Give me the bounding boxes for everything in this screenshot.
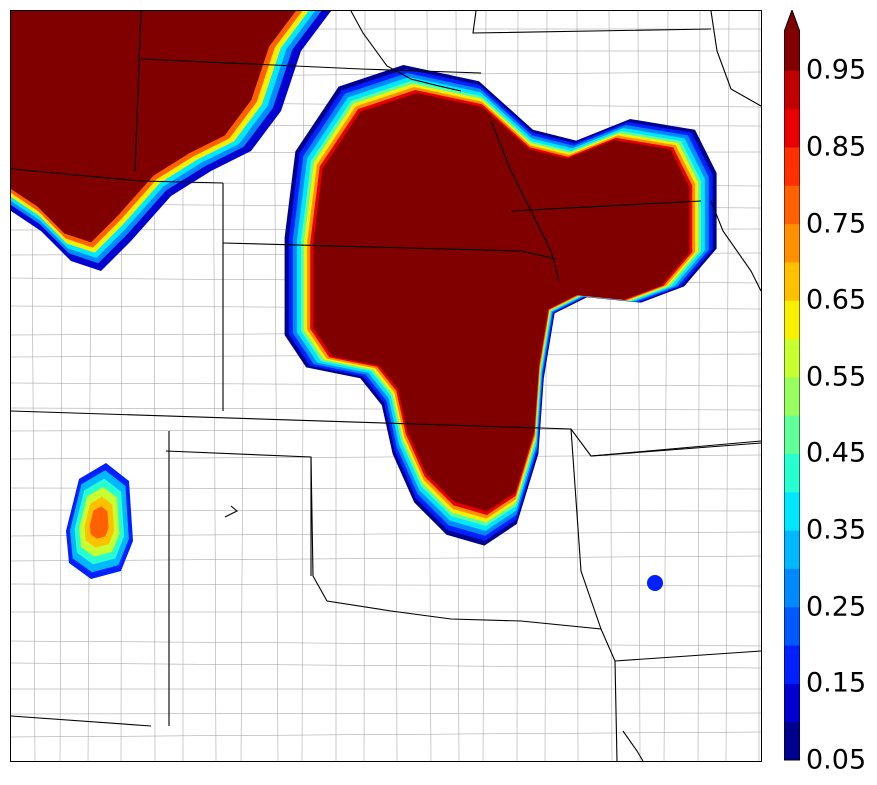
county-line xyxy=(576,11,579,761)
state-boundaries xyxy=(11,11,761,761)
colorbar-tick-label: 0.05 xyxy=(806,744,867,776)
colorbar-tick-label: 0.15 xyxy=(806,667,867,699)
county-line xyxy=(11,509,761,512)
map-canvas xyxy=(11,11,761,761)
contour-central xyxy=(313,93,690,512)
county-line xyxy=(11,640,761,647)
colorbar xyxy=(784,10,800,761)
county-line xyxy=(11,555,761,562)
colorbar-tick-label: 0.45 xyxy=(806,437,867,469)
colorbar-segment xyxy=(784,146,800,186)
contour-west xyxy=(89,506,109,539)
colorbar-tick-label: 0.25 xyxy=(806,591,867,623)
colorbar-tick-label: 0.85 xyxy=(806,131,867,163)
colorbar-segment xyxy=(784,185,800,225)
county-line xyxy=(301,11,305,761)
probability-map xyxy=(10,10,762,762)
colorbar-segment xyxy=(784,415,800,454)
colorbar-segment xyxy=(784,606,800,646)
county-line xyxy=(11,712,761,715)
colorbar-tick-label: 0.35 xyxy=(806,514,867,546)
colorbar-segment xyxy=(784,683,800,723)
colorbar-tick-label: 0.65 xyxy=(806,284,867,316)
county-line xyxy=(273,11,279,761)
colorbar-segment xyxy=(784,108,800,148)
colorbar-segment xyxy=(784,721,800,761)
colorbar-segment xyxy=(784,376,800,416)
county-line xyxy=(544,11,548,761)
colorbar-tick-label: 0.75 xyxy=(806,208,867,240)
contour-southeast-spot xyxy=(647,575,663,591)
contour-northwest xyxy=(11,11,296,243)
colorbar-tick-label: 0.55 xyxy=(806,361,867,393)
colorbar-segment xyxy=(784,261,800,301)
county-line xyxy=(11,454,761,460)
county-line xyxy=(11,487,761,490)
colorbar-segment xyxy=(784,223,800,263)
colorbar-segment xyxy=(784,491,800,531)
colorbar-segment xyxy=(784,300,800,340)
county-line xyxy=(663,11,669,761)
colorbar-segment xyxy=(784,338,800,378)
colorbar-segment xyxy=(784,453,800,493)
county-line xyxy=(11,428,761,432)
colorbar-segment xyxy=(784,32,800,71)
colorbar-segment xyxy=(784,645,800,684)
county-line xyxy=(11,731,761,738)
colorbar-segment xyxy=(784,530,800,569)
colorbar-extend-arrow xyxy=(784,10,800,32)
colorbar-tick-label: 0.95 xyxy=(806,54,867,86)
probability-contours xyxy=(11,11,717,591)
colorbar-segment xyxy=(784,568,800,608)
county-line xyxy=(11,662,761,669)
colorbar-segment xyxy=(784,70,800,110)
colorbar-outline xyxy=(784,10,800,761)
county-line xyxy=(11,583,761,587)
county-line xyxy=(11,531,761,537)
